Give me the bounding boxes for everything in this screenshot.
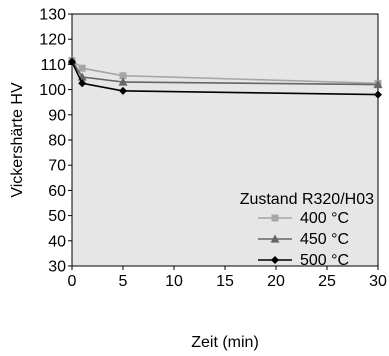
legend-label: 400 °C	[300, 210, 349, 227]
legend-marker	[271, 214, 279, 222]
legend-label: 500 °C	[300, 252, 349, 269]
y-tick-label: 60	[48, 183, 66, 200]
data-point	[373, 80, 383, 89]
legend-marker	[270, 234, 280, 243]
legend-label: 450 °C	[300, 231, 349, 248]
y-tick-label: 120	[39, 32, 66, 49]
legend-marker	[271, 256, 279, 264]
legend: Zustand R320/H03 400 °C 450 °C 500 °C	[240, 191, 374, 269]
series-line	[71, 61, 379, 96]
legend-title: Zustand R320/H03	[240, 191, 374, 208]
data-point	[118, 77, 128, 86]
x-axis-label: Zeit (min)	[191, 334, 259, 351]
x-tick-label: 25	[318, 273, 336, 290]
y-tick-label: 40	[48, 233, 66, 250]
y-tick-label: 130	[39, 7, 66, 24]
series-line	[71, 60, 379, 86]
data-point	[374, 90, 382, 99]
y-tick-label: 100	[39, 82, 66, 99]
y-axis-label: Vickershärte HV	[9, 82, 26, 198]
series-layer	[67, 56, 383, 99]
y-tick-label: 50	[48, 208, 66, 225]
axes-layer: 30 40 50 60 70 80 90 100 110 120 130 0 5 10 15 20 25 30 Ze…	[9, 7, 387, 352]
y-tick-label: 30	[48, 259, 66, 276]
y-tick-label: 110	[40, 57, 66, 74]
series-line	[71, 59, 379, 85]
x-tick-label: 10	[165, 273, 183, 290]
data-point	[68, 57, 76, 66]
data-point	[78, 79, 87, 88]
y-tick-label: 70	[48, 158, 66, 175]
data-point	[78, 64, 86, 72]
legend-entry-1: 450 °C	[258, 231, 349, 248]
legend-entry-2: 500 °C	[258, 252, 349, 269]
x-tick-label: 5	[119, 273, 128, 290]
legend-entry-0: 400 °C	[258, 210, 349, 227]
plot-area	[71, 13, 379, 267]
series-2	[68, 57, 382, 99]
y-tick-label: 90	[48, 107, 66, 124]
data-point	[119, 72, 127, 80]
x-tick-label: 30	[369, 273, 387, 290]
x-tick-label: 20	[267, 273, 285, 290]
x-tick-label: 15	[216, 273, 234, 290]
x-tick-label: 0	[68, 273, 77, 290]
y-tick-label: 80	[48, 133, 66, 150]
data-point	[119, 86, 127, 95]
